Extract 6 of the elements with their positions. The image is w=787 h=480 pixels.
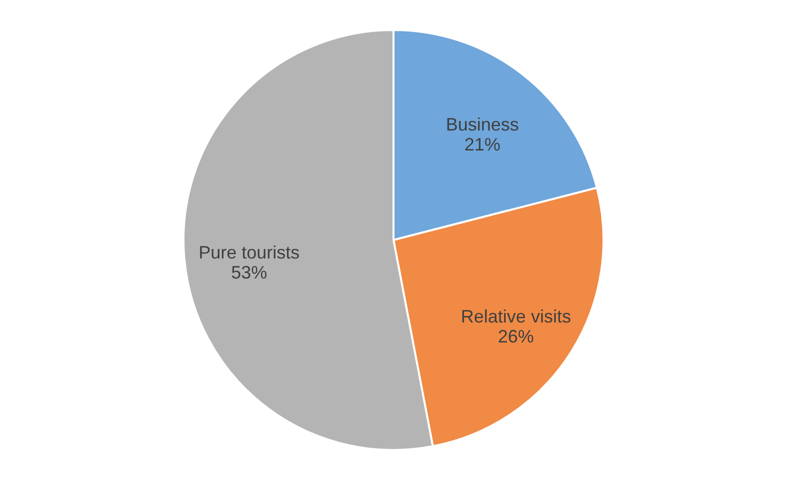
data-label: 26% bbox=[498, 326, 534, 347]
data-label: 21% bbox=[464, 134, 500, 154]
data-label: 53% bbox=[231, 262, 268, 283]
slice-label: Pure tourists bbox=[198, 242, 300, 263]
slice-label: Business bbox=[446, 114, 519, 134]
slice-label: Relative visits bbox=[460, 306, 571, 327]
